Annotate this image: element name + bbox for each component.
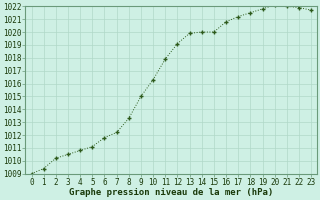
X-axis label: Graphe pression niveau de la mer (hPa): Graphe pression niveau de la mer (hPa)	[69, 188, 274, 197]
